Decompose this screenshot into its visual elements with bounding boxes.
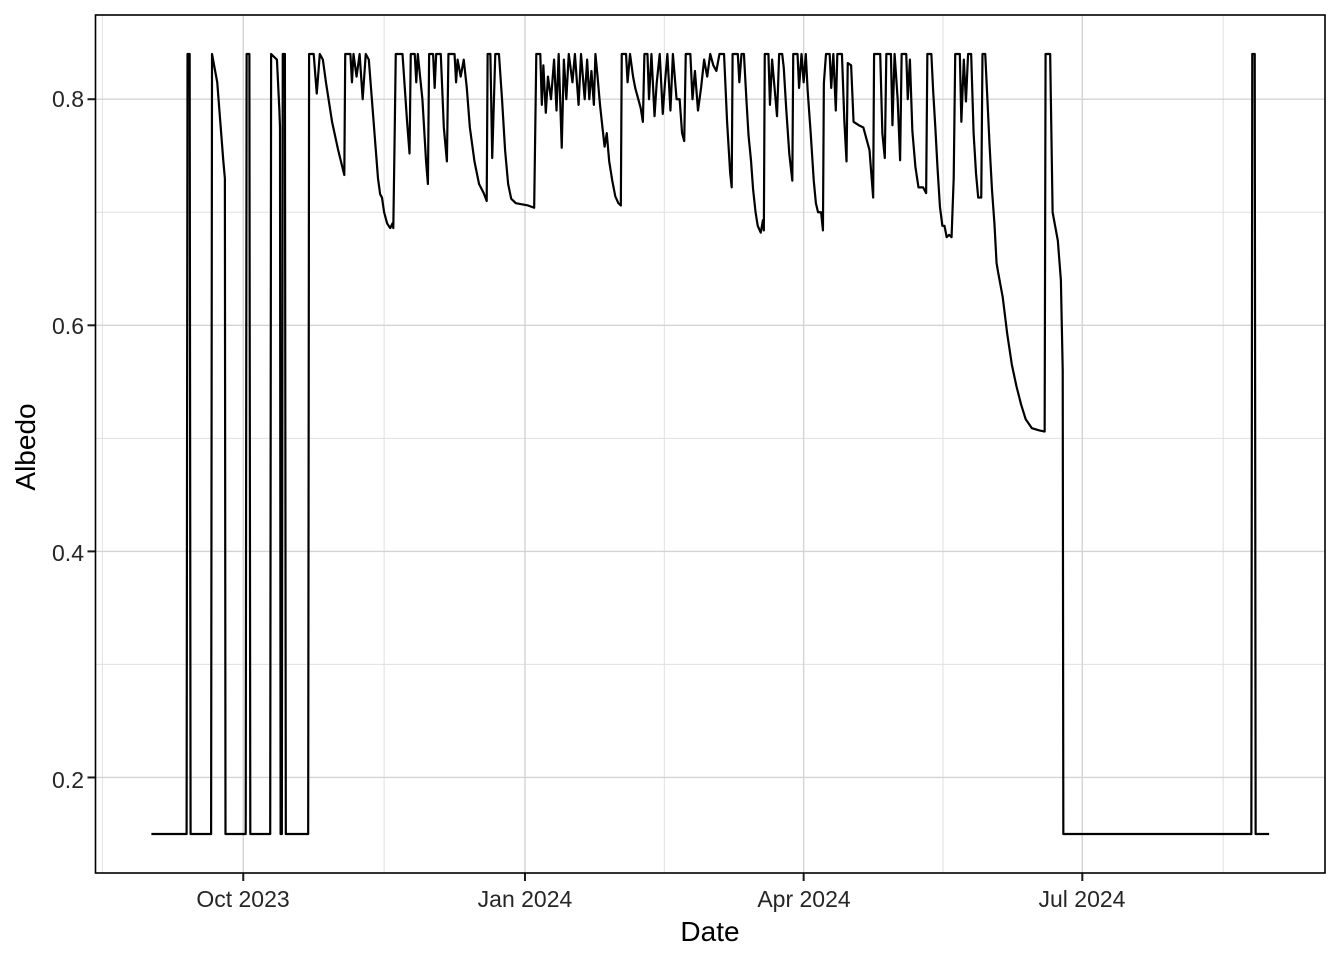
- y-tick-label-0-4: 0.4: [52, 540, 84, 566]
- x-tick-label-jul-2024: Jul 2024: [1038, 886, 1126, 912]
- y-tick-label-0-8: 0.8: [52, 86, 84, 112]
- albedo-series-line: [151, 52, 1270, 836]
- x-tick-label-oct-2023: Oct 2023: [196, 886, 290, 912]
- x-tick-label-jan-2024: Jan 2024: [477, 886, 573, 912]
- y-tick-label-0-6: 0.6: [52, 313, 84, 339]
- y-tick-label-0-2: 0.2: [52, 767, 84, 793]
- panel-border: [94, 14, 1326, 874]
- x-tick-label-apr-2024: Apr 2024: [757, 886, 851, 912]
- x-axis-title: Date: [680, 916, 740, 947]
- y-axis-title: Albedo: [10, 403, 41, 491]
